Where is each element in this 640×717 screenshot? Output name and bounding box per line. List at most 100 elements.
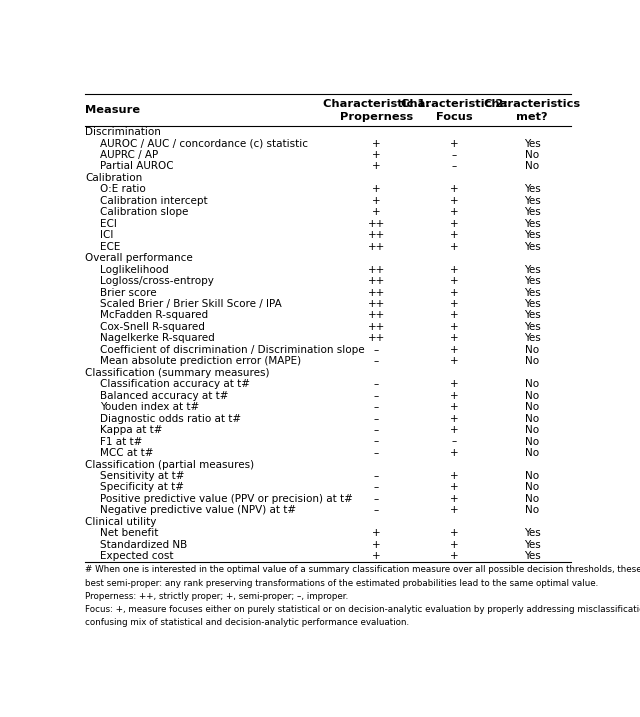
Text: –: – [374,505,380,516]
Text: +: + [450,288,459,298]
Text: O:E ratio: O:E ratio [100,184,145,194]
Text: +: + [372,540,381,550]
Text: AUPRC / AP: AUPRC / AP [100,150,158,160]
Text: Characteristics
met?: Characteristics met? [484,99,580,122]
Text: Expected cost: Expected cost [100,551,173,561]
Text: +: + [372,184,381,194]
Text: –: – [374,483,380,493]
Text: Yes: Yes [524,540,541,550]
Text: +: + [372,528,381,538]
Text: +: + [372,551,381,561]
Text: No: No [525,471,540,481]
Text: ++: ++ [368,219,385,229]
Text: +: + [450,333,459,343]
Text: Classification (partial measures): Classification (partial measures) [85,460,254,470]
Text: ++: ++ [368,276,385,286]
Text: +: + [450,310,459,320]
Text: No: No [525,356,540,366]
Text: No: No [525,379,540,389]
Text: +: + [450,471,459,481]
Text: +: + [450,414,459,424]
Text: –: – [374,391,380,401]
Text: MCC at t#: MCC at t# [100,448,154,458]
Text: Yes: Yes [524,299,541,309]
Text: Yes: Yes [524,219,541,229]
Text: ++: ++ [368,310,385,320]
Text: +: + [450,184,459,194]
Text: ECE: ECE [100,242,120,252]
Text: –: – [374,402,380,412]
Text: Yes: Yes [524,265,541,275]
Text: Yes: Yes [524,242,541,252]
Text: # When one is interested in the optimal value of a summary classification measur: # When one is interested in the optimal … [85,565,640,574]
Text: ++: ++ [368,333,385,343]
Text: Cox-Snell R-squared: Cox-Snell R-squared [100,322,205,332]
Text: ++: ++ [368,299,385,309]
Text: +: + [450,425,459,435]
Text: –: – [452,161,457,171]
Text: ++: ++ [368,242,385,252]
Text: Yes: Yes [524,288,541,298]
Text: –: – [374,471,380,481]
Text: Mean absolute prediction error (MAPE): Mean absolute prediction error (MAPE) [100,356,301,366]
Text: Net benefit: Net benefit [100,528,158,538]
Text: Yes: Yes [524,138,541,148]
Text: ICI: ICI [100,230,113,240]
Text: +: + [450,242,459,252]
Text: ++: ++ [368,230,385,240]
Text: No: No [525,494,540,504]
Text: +: + [372,196,381,206]
Text: Logloss/cross-entropy: Logloss/cross-entropy [100,276,214,286]
Text: Positive predictive value (PPV or precision) at t#: Positive predictive value (PPV or precis… [100,494,353,504]
Text: No: No [525,483,540,493]
Text: +: + [450,528,459,538]
Text: Calibration slope: Calibration slope [100,207,188,217]
Text: confusing mix of statistical and decision-analytic performance evaluation.: confusing mix of statistical and decisio… [85,618,409,627]
Text: +: + [450,219,459,229]
Text: +: + [450,448,459,458]
Text: ++: ++ [368,265,385,275]
Text: Negative predictive value (NPV) at t#: Negative predictive value (NPV) at t# [100,505,296,516]
Text: +: + [450,265,459,275]
Text: +: + [450,196,459,206]
Text: Yes: Yes [524,528,541,538]
Text: Yes: Yes [524,230,541,240]
Text: Yes: Yes [524,322,541,332]
Text: –: – [374,414,380,424]
Text: +: + [450,505,459,516]
Text: Clinical utility: Clinical utility [85,517,156,527]
Text: Yes: Yes [524,333,541,343]
Text: ++: ++ [368,322,385,332]
Text: +: + [450,230,459,240]
Text: No: No [525,448,540,458]
Text: AUROC / AUC / concordance (c) statistic: AUROC / AUC / concordance (c) statistic [100,138,308,148]
Text: No: No [525,425,540,435]
Text: No: No [525,391,540,401]
Text: +: + [372,150,381,160]
Text: +: + [450,551,459,561]
Text: +: + [450,356,459,366]
Text: No: No [525,161,540,171]
Text: –: – [374,437,380,447]
Text: Characteristic 2:
Focus: Characteristic 2: Focus [401,99,508,122]
Text: +: + [450,276,459,286]
Text: Specificity at t#: Specificity at t# [100,483,184,493]
Text: +: + [450,402,459,412]
Text: Discrimination: Discrimination [85,127,161,137]
Text: Overall performance: Overall performance [85,253,193,263]
Text: ECI: ECI [100,219,116,229]
Text: Characteristic 1:
Properness: Characteristic 1: Properness [323,99,430,122]
Text: +: + [372,207,381,217]
Text: Yes: Yes [524,207,541,217]
Text: Calibration intercept: Calibration intercept [100,196,207,206]
Text: +: + [372,161,381,171]
Text: F1 at t#: F1 at t# [100,437,142,447]
Text: Classification accuracy at t#: Classification accuracy at t# [100,379,250,389]
Text: No: No [525,505,540,516]
Text: Measure: Measure [85,105,140,115]
Text: Brier score: Brier score [100,288,156,298]
Text: Yes: Yes [524,310,541,320]
Text: Kappa at t#: Kappa at t# [100,425,163,435]
Text: +: + [450,299,459,309]
Text: Nagelkerke R-squared: Nagelkerke R-squared [100,333,214,343]
